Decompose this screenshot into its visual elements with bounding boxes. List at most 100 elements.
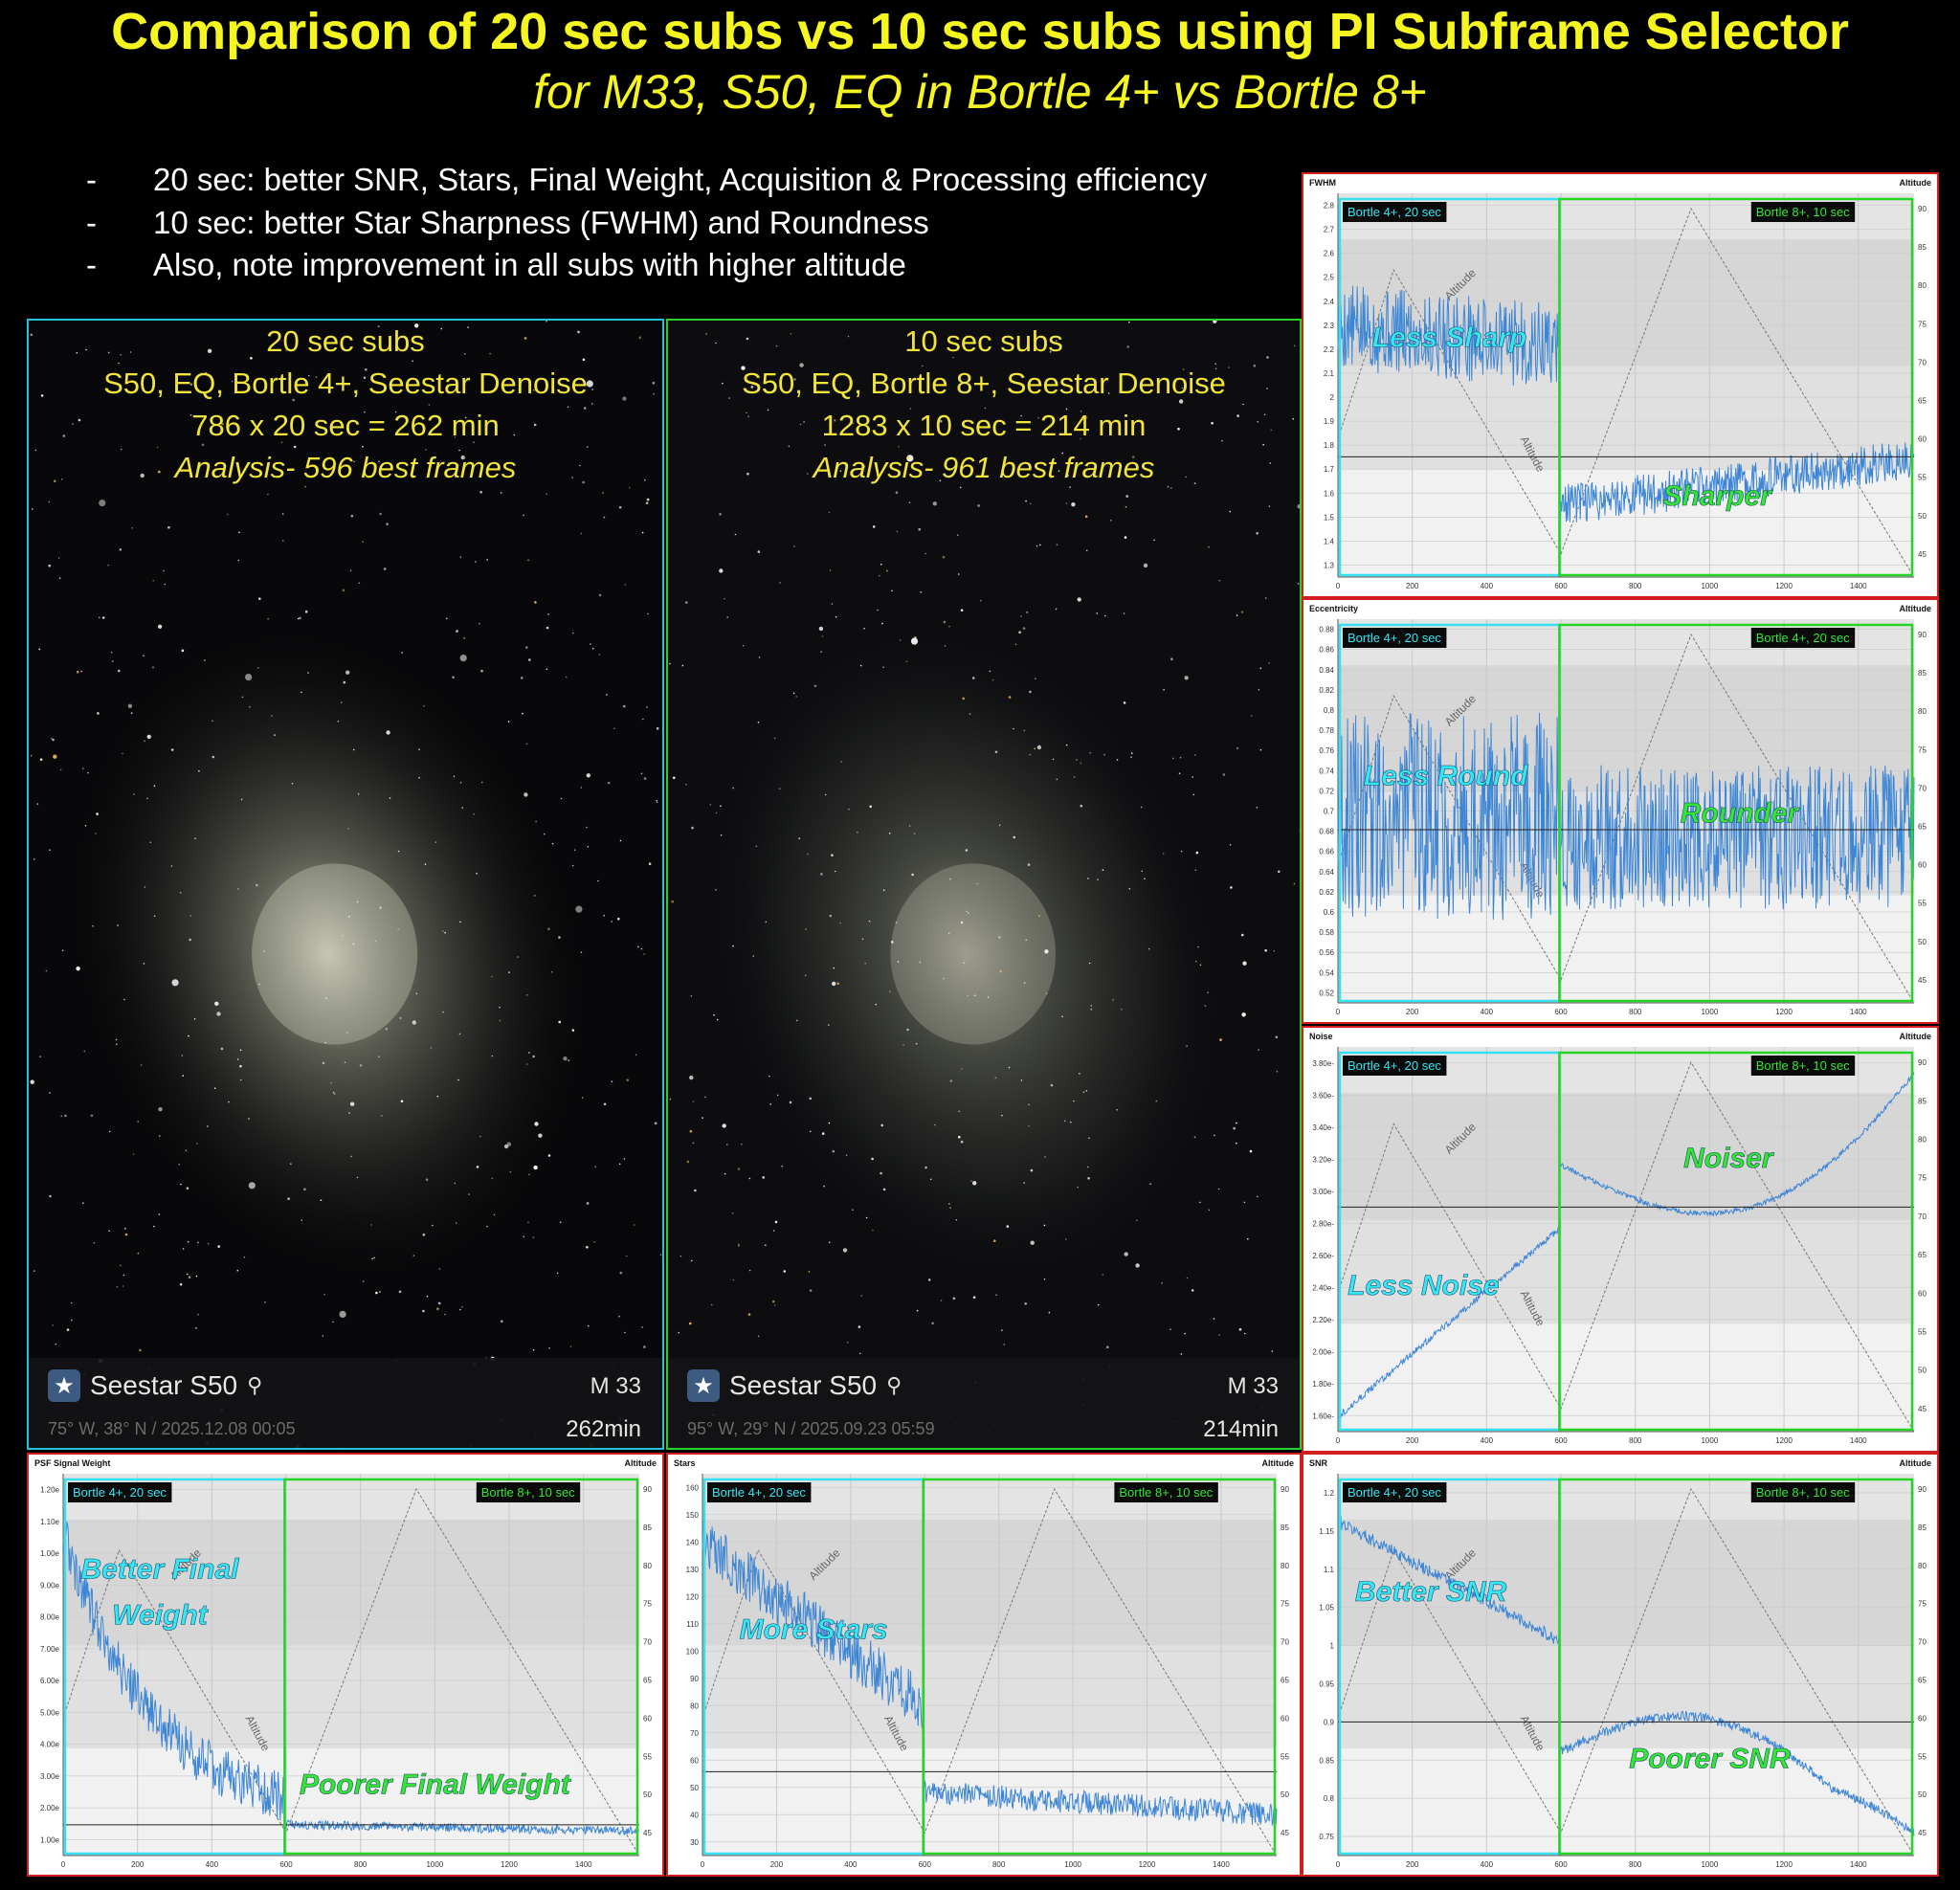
star (679, 1255, 682, 1257)
star (772, 1300, 775, 1303)
star (606, 694, 608, 696)
star (475, 561, 477, 563)
star (1045, 992, 1048, 994)
altitude-curve (1337, 207, 1915, 578)
star (1143, 563, 1148, 568)
star (772, 1230, 775, 1232)
star (320, 1199, 323, 1201)
star (646, 498, 650, 501)
star (76, 967, 80, 971)
star (911, 873, 914, 877)
y2-tick-label: 85 (1918, 1097, 1927, 1105)
star (308, 374, 310, 377)
star (1256, 806, 1258, 809)
star (418, 776, 420, 779)
y-tick-label: 40 (690, 1811, 699, 1819)
star (713, 1013, 715, 1016)
star (53, 754, 57, 759)
panel-caption-line4: Analysis- 961 best frames (813, 451, 1155, 484)
star (201, 443, 205, 447)
callout-label: Better SNR (1355, 1576, 1507, 1608)
y-tick-label: 1.15 (1319, 1527, 1334, 1536)
star (965, 459, 967, 461)
star (153, 785, 156, 787)
star (673, 776, 676, 780)
star (1167, 485, 1169, 488)
star (480, 669, 483, 673)
star (641, 1326, 643, 1328)
star (532, 1055, 535, 1058)
star (732, 945, 734, 947)
y2-tick-label: 65 (643, 1676, 652, 1684)
star (929, 1178, 932, 1181)
star (322, 1335, 324, 1337)
star (1063, 1120, 1066, 1123)
star (118, 669, 121, 673)
star (904, 466, 907, 468)
x-tick-label: 400 (844, 1860, 858, 1869)
panel-caption-line1: 20 sec subs (266, 324, 425, 358)
star (762, 1176, 765, 1179)
star (72, 423, 74, 425)
star (865, 1216, 868, 1219)
y2-axis-label: Altitude (1900, 604, 1932, 613)
star (527, 559, 529, 562)
star (806, 473, 809, 475)
y-tick-label: 0.82 (1319, 686, 1334, 695)
star (444, 931, 446, 934)
segment-label: Bortle 4+, 20 sec (1348, 1485, 1441, 1500)
background-band (63, 1748, 639, 1856)
star (980, 599, 982, 602)
x-tick-label: 600 (1554, 582, 1568, 590)
y2-tick-label: 90 (1918, 1485, 1927, 1494)
x-tick-label: 1000 (1701, 582, 1718, 590)
y2-tick-label: 65 (1918, 397, 1927, 406)
star (1136, 1219, 1138, 1221)
y-tick-label: 3.20e- (1312, 1155, 1334, 1164)
star (412, 360, 413, 362)
star (1257, 421, 1258, 423)
star (108, 1230, 110, 1233)
star (989, 670, 991, 673)
star (1197, 945, 1199, 948)
y2-tick-label: 65 (1918, 1251, 1927, 1259)
star (746, 337, 749, 341)
star (1259, 667, 1262, 669)
y2-tick-label: 50 (643, 1790, 652, 1799)
star (810, 1130, 812, 1133)
star (204, 659, 206, 661)
star (182, 1075, 184, 1077)
star (821, 635, 824, 637)
star (931, 1322, 934, 1325)
star (127, 703, 133, 708)
star (525, 743, 528, 745)
integration-duration: 262min (566, 1416, 641, 1442)
star (969, 713, 971, 715)
star (831, 854, 834, 856)
star (415, 992, 418, 995)
star (586, 826, 588, 829)
star (140, 473, 145, 478)
star (591, 389, 593, 390)
star (899, 639, 902, 641)
star (152, 580, 155, 582)
star (586, 1202, 590, 1205)
star (400, 1100, 404, 1103)
star (924, 1167, 927, 1169)
star (886, 569, 888, 572)
star (1208, 1209, 1211, 1212)
star (852, 422, 854, 425)
star (1030, 502, 1032, 504)
star (517, 956, 519, 958)
star (796, 1019, 798, 1022)
callout-label: Rounder (1681, 797, 1801, 829)
y-tick-label: 0.88 (1319, 626, 1334, 634)
x-tick-label: 0 (701, 1860, 705, 1869)
star (1180, 1353, 1183, 1355)
background-band (1338, 1645, 1914, 1749)
callout-label: Less Noise (1348, 1270, 1499, 1301)
star (119, 548, 122, 551)
star (1044, 1156, 1046, 1158)
page-title: Comparison of 20 sec subs vs 10 sec subs… (111, 3, 1849, 60)
star (1230, 886, 1233, 889)
